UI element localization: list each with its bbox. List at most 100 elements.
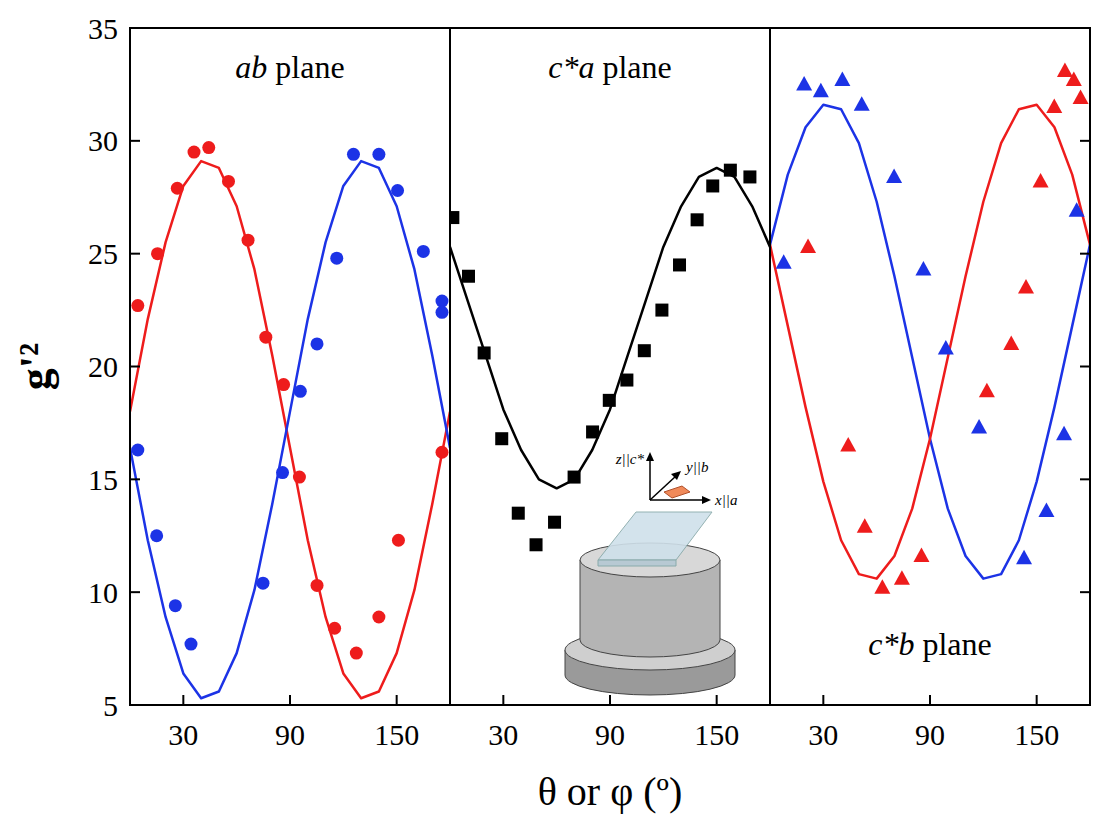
data-point (328, 622, 341, 635)
data-point (311, 337, 324, 350)
data-point (417, 245, 430, 258)
inset-label: x||a (714, 492, 737, 508)
data-point (913, 548, 929, 563)
inset-shape (598, 512, 712, 560)
inset-shape (664, 486, 690, 498)
data-point (131, 299, 144, 312)
x-tick-label: 30 (808, 718, 838, 751)
x-tick (182, 695, 184, 705)
panel-title-part: plane (594, 49, 671, 85)
y-tick (130, 478, 140, 480)
data-point (1003, 335, 1019, 350)
data-point (1018, 279, 1034, 294)
plot-frame (130, 28, 1090, 705)
inset-arrow (646, 452, 654, 461)
inset-label: z||c* (615, 451, 645, 467)
data-point (938, 340, 954, 355)
data-point (1069, 202, 1085, 217)
panel-title: c*b plane (868, 626, 992, 662)
data-point (436, 306, 449, 319)
data-point (436, 295, 449, 308)
data-point (478, 346, 491, 359)
inset-arrow (671, 471, 681, 480)
y-tick-right (1080, 478, 1090, 480)
inset-label: y||b (684, 459, 709, 475)
panel-divider (449, 28, 451, 705)
x-tick (609, 695, 611, 705)
data-point (1038, 502, 1054, 517)
data-point (276, 466, 289, 479)
y-tick-label: 15 (88, 463, 118, 496)
data-point (530, 538, 543, 551)
data-point (915, 261, 931, 276)
data-point (311, 579, 324, 592)
x-tick-label: 30 (488, 718, 518, 751)
fit-line (450, 168, 770, 488)
data-point (347, 148, 360, 161)
data-point (372, 148, 385, 161)
data-point (1056, 426, 1072, 441)
x-tick (289, 695, 291, 705)
x-tick-label: 30 (168, 718, 198, 751)
x-tick (1036, 695, 1038, 705)
y-tick-label: 30 (88, 124, 118, 157)
x-tick-label: 90 (275, 718, 305, 751)
data-point (512, 507, 525, 520)
data-point (169, 599, 182, 612)
y-tick (130, 591, 140, 593)
data-point (171, 182, 184, 195)
y-tick-label: 25 (88, 237, 118, 270)
data-point (655, 304, 668, 317)
y-tick (130, 366, 140, 368)
data-point (691, 213, 704, 226)
data-point (638, 344, 651, 357)
data-point (840, 437, 856, 452)
data-point (294, 385, 307, 398)
data-point (462, 270, 475, 283)
data-point (548, 516, 561, 529)
data-point (330, 252, 343, 265)
data-point (743, 170, 756, 183)
y-tick-right (1080, 591, 1090, 593)
y-axis-title: g'² (11, 343, 60, 390)
data-point (150, 529, 163, 542)
data-point (188, 146, 201, 159)
x-tick (716, 695, 718, 705)
data-point (1073, 89, 1089, 104)
y-tick (130, 253, 140, 255)
plot-area (130, 141, 450, 698)
x-axis-title: θ or φ (º) (538, 769, 683, 814)
fit-line (130, 161, 450, 698)
data-point (800, 238, 816, 253)
inset-axis (650, 499, 704, 501)
panel-title-part: plane (267, 49, 344, 85)
y-tick-right (1080, 366, 1090, 368)
panel-divider (769, 28, 771, 705)
data-point (259, 331, 272, 344)
y-tick-label: 10 (88, 576, 118, 609)
data-point (184, 638, 197, 651)
inset-shape (598, 560, 676, 566)
data-point (1046, 98, 1062, 113)
data-point (222, 175, 235, 188)
x-tick-label: 150 (374, 718, 419, 751)
data-point (450, 211, 459, 224)
fit-line (770, 105, 1090, 579)
data-point (151, 247, 164, 260)
data-point (673, 258, 686, 271)
data-point (620, 374, 633, 387)
data-point (834, 71, 850, 86)
data-point (971, 419, 987, 434)
data-point (1033, 173, 1049, 188)
data-point (603, 394, 616, 407)
inset-axis (650, 476, 676, 500)
x-tick (396, 695, 398, 705)
data-point (874, 579, 890, 594)
chart-root: 3090150ab plane3090150c*a plane3090150c*… (0, 0, 1099, 829)
data-point (854, 96, 870, 111)
panel-title: ab plane (235, 49, 344, 85)
data-point (131, 443, 144, 456)
x-tick (502, 695, 504, 705)
x-tick-label: 90 (595, 718, 625, 751)
y-tick-label: 35 (88, 12, 118, 45)
